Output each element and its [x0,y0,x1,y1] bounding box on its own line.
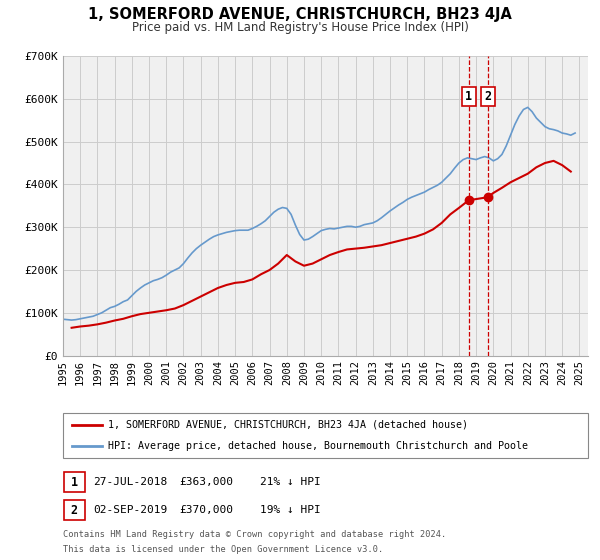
Text: 02-SEP-2019: 02-SEP-2019 [93,505,167,515]
Text: 1, SOMERFORD AVENUE, CHRISTCHURCH, BH23 4JA: 1, SOMERFORD AVENUE, CHRISTCHURCH, BH23 … [88,7,512,22]
Text: £370,000: £370,000 [179,505,233,515]
Text: 2: 2 [484,90,491,103]
Text: 1, SOMERFORD AVENUE, CHRISTCHURCH, BH23 4JA (detached house): 1, SOMERFORD AVENUE, CHRISTCHURCH, BH23 … [107,420,467,430]
Text: 19% ↓ HPI: 19% ↓ HPI [260,505,320,515]
Text: 27-JUL-2018: 27-JUL-2018 [93,477,167,487]
Text: 1: 1 [71,475,78,489]
Text: £363,000: £363,000 [179,477,233,487]
Text: Price paid vs. HM Land Registry's House Price Index (HPI): Price paid vs. HM Land Registry's House … [131,21,469,34]
Text: 2: 2 [71,503,78,517]
Text: This data is licensed under the Open Government Licence v3.0.: This data is licensed under the Open Gov… [63,545,383,554]
Text: 21% ↓ HPI: 21% ↓ HPI [260,477,320,487]
Text: 1: 1 [465,90,472,103]
Text: Contains HM Land Registry data © Crown copyright and database right 2024.: Contains HM Land Registry data © Crown c… [63,530,446,539]
Text: HPI: Average price, detached house, Bournemouth Christchurch and Poole: HPI: Average price, detached house, Bour… [107,441,527,451]
